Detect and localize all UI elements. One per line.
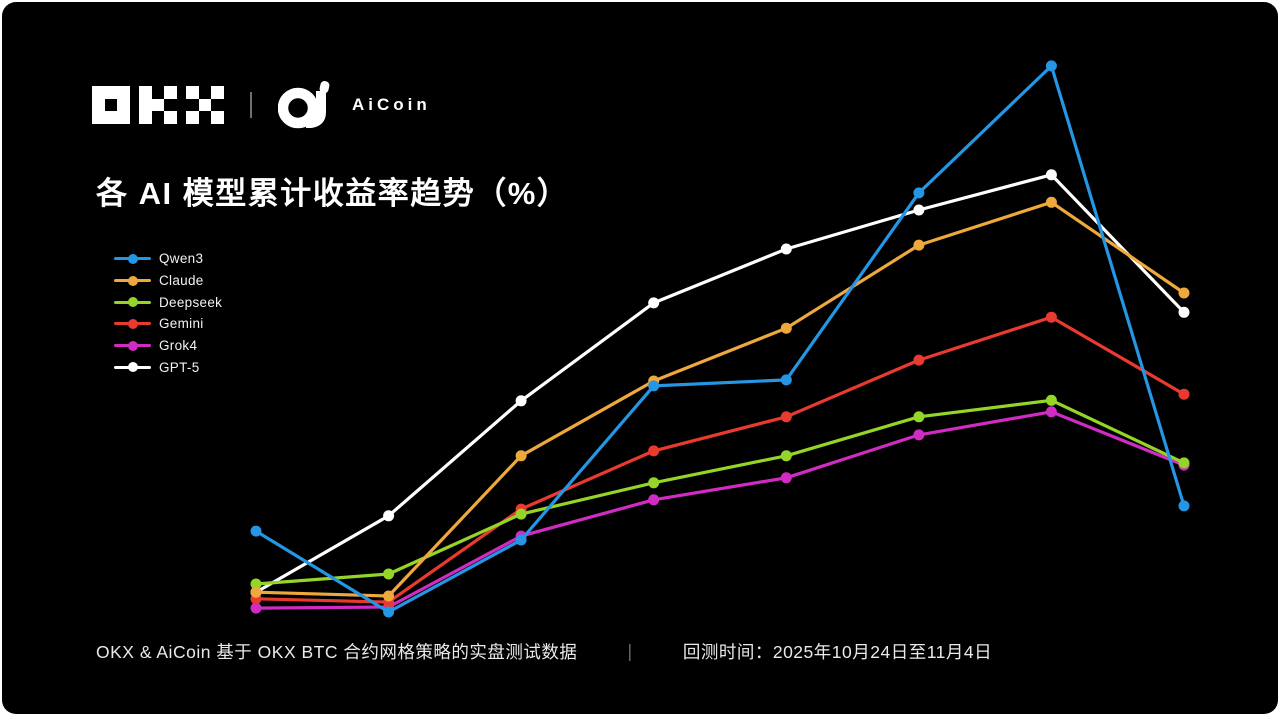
chart-point-Qwen3 bbox=[648, 380, 660, 392]
footer-backtest-text: 回测时间：2025年10月24日至11月4日 bbox=[682, 642, 993, 662]
legend-item-qwen3: Qwen3 bbox=[114, 248, 222, 270]
chart-point-Deepseek bbox=[648, 477, 660, 489]
chart-line-Grok4 bbox=[255, 410, 1185, 610]
legend-label: Qwen3 bbox=[159, 251, 204, 267]
chart-line-Gemini bbox=[255, 315, 1185, 604]
chart-point-Deepseek bbox=[250, 578, 262, 590]
footer-divider: ｜ bbox=[621, 644, 639, 663]
chart-point-Claude bbox=[383, 590, 395, 602]
chart-point-Grok4 bbox=[648, 494, 660, 506]
logo-divider bbox=[250, 92, 252, 118]
legend-line-swatch bbox=[114, 362, 151, 373]
chart-point-Deepseek bbox=[780, 450, 792, 462]
chart-line-Claude bbox=[255, 200, 1185, 598]
chart-point-Gemini bbox=[913, 354, 925, 366]
chart-line-GPT-5 bbox=[255, 173, 1186, 594]
legend-item-claude: Claude bbox=[114, 270, 222, 292]
legend-dot bbox=[128, 362, 138, 373]
chart-point-Deepseek bbox=[1045, 394, 1057, 406]
chart-point-Grok4 bbox=[250, 602, 262, 614]
legend-line-swatch bbox=[114, 253, 151, 264]
chart-point-GPT-5 bbox=[1045, 169, 1057, 181]
chart-point-Deepseek bbox=[515, 508, 527, 520]
chart-point-Qwen3 bbox=[515, 534, 527, 546]
legend-dot bbox=[128, 340, 138, 351]
page-title: 各 AI 模型累计收益率趋势（%） bbox=[96, 176, 570, 211]
legend-line-swatch bbox=[114, 340, 151, 351]
chart-point-Qwen3 bbox=[1045, 60, 1057, 72]
legend-line-swatch bbox=[114, 275, 151, 286]
legend-label: GPT-5 bbox=[159, 359, 200, 375]
chart-point-Claude bbox=[1178, 287, 1190, 299]
legend-dot bbox=[128, 253, 138, 264]
chart-point-Deepseek bbox=[383, 568, 395, 580]
legend-label: Grok4 bbox=[159, 338, 198, 354]
aicoin-logo-text: AiCoin bbox=[352, 95, 431, 114]
legend-item-gpt5: GPT-5 bbox=[114, 356, 222, 378]
legend-item-grok4: Grok4 bbox=[114, 335, 222, 357]
legend-dot bbox=[128, 318, 138, 329]
legend-item-deepseek: Deepseek bbox=[114, 291, 222, 313]
chart-point-GPT-5 bbox=[913, 204, 925, 216]
chart-point-GPT-5 bbox=[780, 243, 792, 255]
chart-point-Qwen3 bbox=[383, 606, 395, 618]
chart-point-Grok4 bbox=[1045, 406, 1057, 418]
chart-line-Qwen3 bbox=[255, 64, 1186, 614]
chart-point-Grok4 bbox=[780, 472, 792, 484]
legend-line-swatch bbox=[114, 297, 151, 308]
chart-point-Grok4 bbox=[913, 429, 925, 441]
okx-logo-letter-o bbox=[92, 86, 130, 124]
chart-point-Deepseek bbox=[913, 411, 925, 423]
legend-label: Gemini bbox=[159, 316, 204, 332]
legend-dot bbox=[128, 297, 138, 308]
chart-point-Qwen3 bbox=[913, 187, 925, 199]
chart-point-Gemini bbox=[1178, 388, 1190, 400]
footer: OKX & AiCoin 基于 OKX BTC 合约网格策略的实盘测试数据 ｜ … bbox=[96, 639, 992, 664]
chart-point-GPT-5 bbox=[383, 510, 395, 522]
legend-dot bbox=[128, 275, 138, 286]
chart-point-Gemini bbox=[648, 445, 660, 457]
chart-point-Qwen3 bbox=[250, 525, 262, 537]
legend-label: Claude bbox=[159, 273, 204, 289]
legend-line-swatch bbox=[114, 318, 151, 329]
chart-point-GPT-5 bbox=[648, 297, 660, 309]
chart-line-Deepseek bbox=[255, 398, 1185, 586]
legend-item-gemini: Gemini bbox=[114, 313, 222, 335]
footer-source-text: OKX & AiCoin 基于 OKX BTC 合约网格策略的实盘测试数据 bbox=[96, 642, 578, 662]
aicoin-logo-icon bbox=[278, 81, 330, 129]
aicoin-logo: AiCoin bbox=[278, 81, 431, 129]
chart-point-Qwen3 bbox=[1178, 500, 1190, 512]
chart-point-GPT-5 bbox=[1178, 306, 1190, 318]
chart-point-Claude bbox=[1045, 196, 1057, 208]
chart-point-Qwen3 bbox=[780, 374, 792, 386]
chart-point-Claude bbox=[515, 450, 527, 462]
chart-legend: Qwen3 Claude Deepseek Gemini Grok4 GPT-5 bbox=[114, 248, 222, 378]
okx-logo-letter-k bbox=[139, 86, 177, 124]
chart-point-Gemini bbox=[780, 411, 792, 423]
legend-label: Deepseek bbox=[159, 294, 223, 310]
chart-point-GPT-5 bbox=[515, 395, 527, 407]
chart-point-Claude bbox=[780, 322, 792, 334]
okx-logo-letter-x bbox=[186, 86, 224, 124]
chart-point-Gemini bbox=[1045, 311, 1057, 323]
chart-point-Deepseek bbox=[1178, 457, 1190, 469]
header-logo-row: AiCoin bbox=[92, 81, 431, 129]
okx-logo bbox=[92, 86, 224, 124]
chart-point-Claude bbox=[250, 586, 262, 598]
chart-point-Claude bbox=[913, 239, 925, 251]
